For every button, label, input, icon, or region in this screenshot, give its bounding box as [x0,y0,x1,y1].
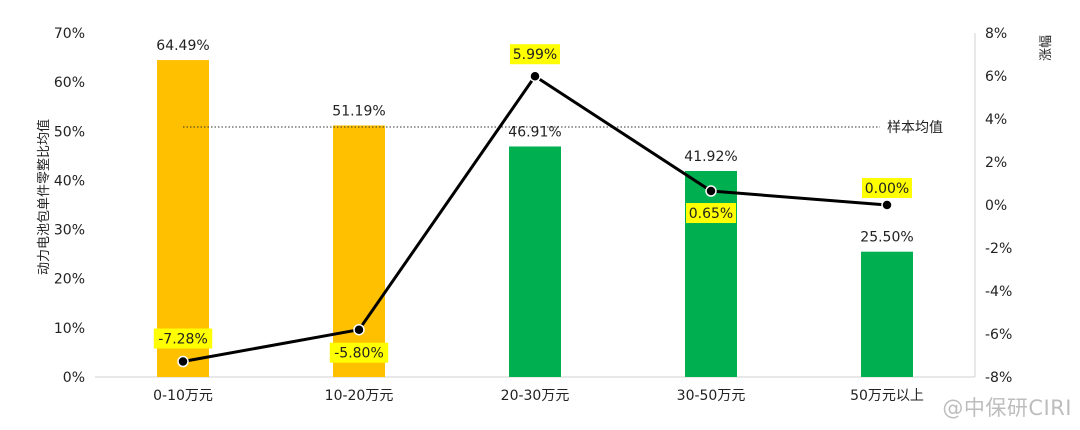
y-tick-left: 40% [54,173,85,189]
line-value-label: 5.99% [513,47,557,63]
line-label-bg [329,342,389,363]
bar-value-label: 46.91% [508,124,561,140]
y-tick-left: 70% [54,26,85,42]
bar [861,251,913,377]
y-tick-right: -8% [985,370,1012,386]
bars [157,60,913,378]
bar-value-label: 25.50% [860,230,913,246]
x-tick-label: 20-30万元 [501,388,570,404]
bar [685,170,737,377]
line-label-bg [686,203,736,224]
x-tick-label: 0-10万元 [153,388,213,404]
y-tick-right: 6% [985,69,1007,85]
y-tick-right: -6% [985,327,1012,343]
y-tick-right: -2% [985,241,1012,257]
line-value-label: 0.00% [865,181,909,197]
bar [509,146,561,377]
growth-point [705,185,717,197]
y-tick-right: -4% [985,284,1012,300]
watermark: @中保研CIRI [942,396,1072,420]
y-tick-right: 0% [985,198,1007,214]
line-value-label: -7.28% [158,332,208,348]
data-labels: 64.49% 51.19% 46.91% 41.92% 25.50% -7.28% -5.8… [153,38,914,363]
line-value-label: 0.65% [689,206,733,222]
axes: 0% 10% 20% 30% 40% 50% 60% 70% -8% -6% -4% -2% 0% 2% 4… [36,26,1054,404]
y-tick-right: 2% [985,155,1007,171]
line-label-bg [510,44,560,65]
line-value-label: -5.80% [334,346,384,362]
y-axis-left-title: 动力电池包单件零整比均值 [36,119,52,275]
y-tick-right: 8% [985,26,1007,42]
line-label-bg [153,328,213,349]
y-tick-left: 0% [63,370,85,386]
line-label-bg [862,178,912,198]
y-tick-left: 10% [54,321,85,337]
reference-line-label: 样本均值 [887,120,943,136]
growth-point [353,323,365,336]
y-tick-left: 60% [54,75,85,91]
y-axis-right-title: 涨幅 [1039,35,1054,61]
growth-point [881,199,893,211]
x-tick-label: 30-50万元 [677,388,746,404]
growth-point [177,355,189,368]
y-tick-right: 4% [985,112,1007,128]
y-tick-left: 20% [54,272,85,288]
growth-point [529,70,541,82]
y-tick-left: 30% [54,223,85,239]
bar [157,60,209,378]
bar [333,125,385,377]
x-tick-label: 10-20万元 [325,388,394,404]
bar-value-label: 64.49% [156,38,209,54]
reference-line-group: 样本均值 [183,120,943,136]
x-tick-label: 50万元以上 [850,388,924,404]
bar-value-label: 51.19% [332,103,385,119]
bar-value-label: 41.92% [684,149,737,165]
growth-line-group [177,70,893,368]
y-tick-left: 50% [54,124,85,140]
